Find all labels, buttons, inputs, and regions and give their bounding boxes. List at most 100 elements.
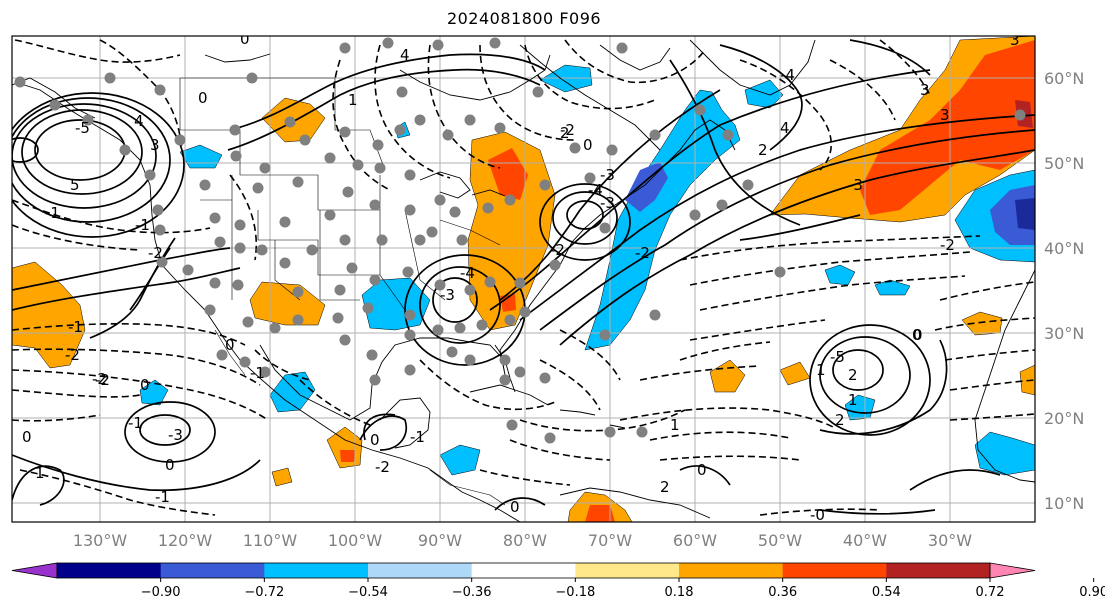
cool-region-mid-atlantic-1: [824, 264, 856, 286]
contour-label: 0: [225, 336, 235, 354]
lon-label: 130°W: [73, 531, 128, 550]
contour-east-us-low-3: [539, 183, 631, 261]
cool-region-western-atlantic: [584, 89, 741, 351]
warm-region-south-america-core: [585, 505, 615, 522]
contour-label: 4: [134, 112, 144, 130]
contour-east-us-low-1: [566, 200, 604, 230]
contour-pacific-low-2: [21, 109, 143, 195]
lon-label: 50°W: [758, 531, 802, 550]
warm-region-pacific: [12, 261, 86, 369]
colorbar-tick-label: 0.72: [976, 585, 1005, 600]
lon-label: 90°W: [418, 531, 462, 550]
contour-south-pacific-high-1: [139, 414, 191, 446]
latitude-axis: 60°N 50°N 40°N 30°N 20°N 10°N: [1044, 69, 1084, 513]
contour-label: 3: [1010, 31, 1020, 49]
contour-label: 1: [670, 416, 680, 434]
contour-label: -0: [810, 506, 825, 524]
longitude-axis: 130°W 120°W 110°W 100°W 90°W 80°W 70°W 6…: [73, 531, 972, 550]
warm-region-carolinas-core: [500, 294, 516, 312]
warm-region-southwest: [249, 281, 326, 326]
map-frame: [11, 35, 1036, 523]
contour-label: -2: [940, 236, 955, 254]
plot-title: 2024081800 F096: [446, 9, 602, 28]
contour-gulf-low-2: [419, 266, 501, 344]
contour-label: 1: [348, 91, 358, 109]
contour-atlantic-high-2: [819, 336, 911, 414]
contour-gulf-low-1: [432, 277, 478, 323]
contour-label: 1: [816, 361, 826, 379]
lon-label: 110°W: [243, 531, 298, 550]
contour-label: -2: [550, 241, 565, 259]
contour-label: 0: [165, 456, 175, 474]
contour-label: -1: [250, 364, 265, 382]
lon-label: 70°W: [588, 531, 632, 550]
colorbar-cell: [679, 563, 784, 578]
contour-label: 0: [697, 461, 707, 479]
colorbar-cell: [160, 563, 265, 578]
contour-label: -1: [45, 204, 60, 222]
contour-label: -4: [588, 181, 603, 199]
contour-label: 0: [140, 376, 150, 394]
contour-label: 0: [912, 326, 922, 344]
colorbar-extend-max: [989, 562, 1036, 579]
contours: [12, 39, 1035, 515]
colorbar-extend-min: [11, 562, 58, 579]
colorbar-tick-label: −0.54: [348, 585, 388, 600]
colorbar-tick-label: −0.72: [244, 585, 284, 600]
contour-pacific-low-4: [12, 97, 171, 223]
lon-label: 100°W: [328, 531, 383, 550]
contour-pacific-low-5: [12, 92, 185, 238]
contour-label: -5: [830, 348, 845, 366]
cool-region-caribbean: [439, 444, 481, 476]
warm-region-eastern-us-core: [488, 148, 528, 200]
contour-label: -4: [460, 264, 475, 282]
colorbar-cell: [57, 563, 162, 578]
shading-layer: [12, 36, 1035, 522]
colorbar: −0.90 −0.72 −0.54 −0.36 −0.18 0.18 0.36 0.54 0.7…: [11, 562, 1105, 600]
cool-region-pacific: [139, 379, 169, 406]
contour-label: 5: [70, 176, 80, 194]
contour-label: -2: [92, 370, 107, 388]
contour-pacific-low-6: [12, 137, 39, 163]
colorbar-tick-label: 0.36: [768, 585, 797, 600]
contour-label: 0: [583, 136, 593, 154]
colorbar-tick-label: 0.18: [665, 585, 694, 600]
contour-label: 2: [560, 124, 570, 142]
contour-label: -2: [148, 244, 163, 262]
contour-label: -5: [75, 119, 90, 137]
contour-label: -3: [600, 194, 615, 212]
warm-region-mexico-core: [340, 450, 355, 462]
contours-dashed: [12, 39, 1035, 516]
contour-label: 0: [913, 326, 923, 344]
lon-label: 80°W: [503, 531, 547, 550]
contour-pacific-low-3: [12, 103, 157, 209]
cool-region-labrador: [744, 79, 784, 109]
lat-label: 40°N: [1044, 239, 1084, 258]
contour-label: -2: [375, 458, 390, 476]
colorbar-cell: [886, 563, 991, 578]
colorbar-cell: [782, 563, 887, 578]
contour-label: 2: [848, 366, 858, 384]
contour-atlantic-high-3: [809, 324, 931, 436]
cool-region-mexico: [269, 371, 316, 413]
lon-label: 30°W: [928, 531, 972, 550]
station-markers: [14, 37, 1026, 444]
contour-label: 3: [150, 136, 160, 154]
contour-atlantic-high-1: [832, 349, 884, 391]
contour-label: -3: [848, 176, 863, 194]
contour-label: 0: [240, 30, 250, 48]
contour-label: 1: [848, 391, 858, 409]
lat-label: 20°N: [1044, 409, 1084, 428]
colorbar-tick-label: 0.54: [872, 585, 901, 600]
contour-label: 0: [198, 89, 208, 107]
cool-region-canada-1: [179, 144, 223, 169]
contour-label: 0: [370, 431, 380, 449]
contour-label: 0: [22, 428, 32, 446]
map-content: 0 0 1 2 3 4 5 -5 -4 -3 -2 -1 -2 -3 -4 -5…: [12, 30, 1035, 524]
lon-label: 40°W: [843, 531, 887, 550]
contour-label: -1: [135, 216, 150, 234]
contour-label: -3: [168, 426, 183, 444]
colorbar-cell: [264, 563, 369, 578]
lon-label: 120°W: [158, 531, 213, 550]
